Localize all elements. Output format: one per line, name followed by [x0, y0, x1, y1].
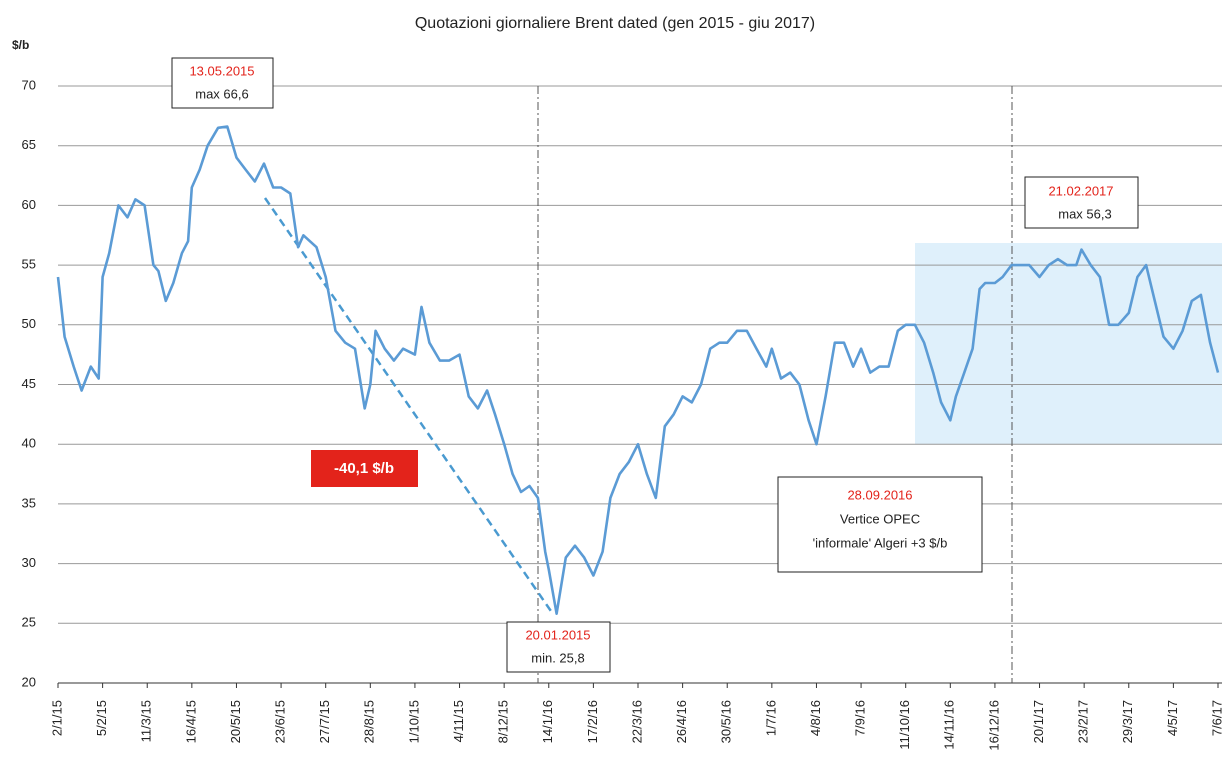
x-tick-label: 23/6/15: [273, 700, 288, 743]
x-tick-label: 27/7/15: [317, 700, 332, 743]
annotation-box: [171, 57, 274, 109]
annotation-box: [1024, 176, 1139, 229]
annotation-box: [777, 476, 983, 573]
callout-text: -40,1 $/b: [334, 460, 394, 477]
x-tick-label: 20/1/17: [1031, 700, 1046, 743]
x-tick-label: 1/10/15: [406, 700, 421, 743]
x-tick-label: 29/3/17: [1120, 700, 1135, 743]
x-tick-label: 28/8/15: [362, 700, 377, 743]
x-tick-label: 4/5/17: [1165, 700, 1180, 736]
x-tick-label: 26/4/16: [674, 700, 689, 743]
price-line: [56, 125, 1220, 616]
y-tick-label: 60: [22, 197, 36, 212]
trend-line: [263, 197, 555, 615]
x-tick-label: 23/2/17: [1076, 700, 1091, 743]
callout-box: [311, 450, 418, 487]
annotation-text: max 56,3: [1058, 206, 1111, 221]
annotation-date: 21.02.2017: [1048, 183, 1113, 198]
y-tick-label: 65: [22, 137, 36, 152]
y-tick-label: 35: [22, 495, 36, 510]
x-tick-label: 7/9/16: [853, 700, 868, 736]
x-tick-label: 22/3/16: [629, 700, 644, 743]
x-tick-label: 7/6/17: [1209, 700, 1224, 736]
annotation-date: 20.01.2015: [525, 627, 590, 642]
highlight-area: [915, 243, 1222, 444]
x-tick-label: 5/2/15: [94, 700, 109, 736]
x-tick-label: 17/2/16: [585, 700, 600, 743]
x-tick-label: 16/4/15: [183, 700, 198, 743]
x-tick-label: 1/7/16: [763, 700, 778, 736]
annotation-text: Vertice OPEC: [840, 511, 920, 526]
y-tick-label: 20: [22, 674, 36, 689]
annotation-text: 'informale' Algeri +3 $/b: [813, 535, 948, 550]
annotation-date: 13.05.2015: [189, 63, 254, 78]
chart-title: Quotazioni giornaliere Brent dated (gen …: [415, 15, 815, 32]
y-axis-label: $/b: [12, 38, 29, 52]
x-tick-label: 14/11/16: [942, 700, 957, 750]
y-tick-label: 70: [22, 77, 36, 92]
annotation-text: max 66,6: [195, 86, 248, 101]
y-tick-label: 45: [22, 376, 36, 391]
annotation-box: [506, 621, 611, 673]
x-tick-label: 16/12/16: [986, 700, 1001, 751]
y-tick-label: 50: [22, 316, 36, 331]
y-tick-label: 55: [22, 257, 36, 272]
annotation-text: min. 25,8: [531, 650, 584, 665]
x-tick-label: 11/10/16: [897, 700, 912, 750]
grid: 20 25 30 35 40 45 50 55 60 65 70 2/1/15 5/2/15 11/3/1…: [22, 77, 1224, 750]
y-tick-label: 30: [22, 555, 36, 570]
plot: [56, 125, 1220, 616]
y-tick-label: 40: [22, 436, 36, 451]
x-tick-label: 4/8/16: [808, 700, 823, 736]
x-tick-label: 20/5/15: [228, 700, 243, 743]
x-tick-label: 2/1/15: [49, 700, 64, 736]
x-tick-label: 4/11/15: [451, 700, 466, 742]
x-tick-label: 8/12/15: [496, 700, 511, 743]
annotation-date: 28.09.2016: [847, 487, 912, 502]
x-tick-label: 11/3/15: [139, 700, 154, 742]
x-tick-label: 14/1/16: [540, 700, 555, 743]
x-tick-label: 30/5/16: [719, 700, 734, 743]
y-tick-label: 25: [22, 615, 36, 630]
